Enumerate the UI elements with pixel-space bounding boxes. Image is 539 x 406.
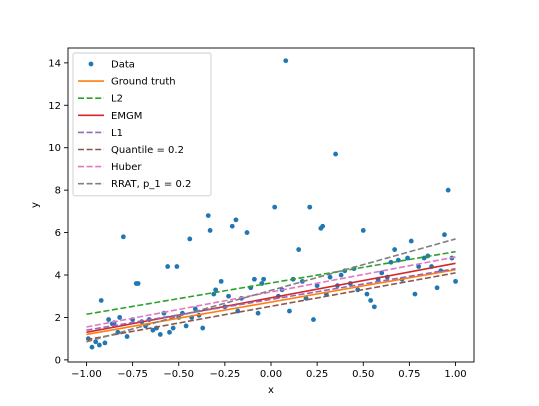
data-point: [251, 276, 257, 282]
legend-label-l2: L2: [111, 94, 123, 105]
data-point: [165, 264, 171, 269]
data-point: [392, 247, 398, 252]
data-point: [93, 339, 99, 345]
data-point: [174, 264, 180, 269]
data-point: [106, 317, 111, 322]
data-point: [96, 342, 102, 348]
data-point: [388, 259, 394, 265]
x-tick-label: −0.25: [210, 369, 241, 380]
data-point: [379, 270, 385, 276]
data-point: [333, 151, 338, 157]
data-point: [360, 228, 366, 233]
legend-label-data: Data: [111, 60, 135, 71]
data-point: [124, 334, 130, 339]
y-tick-label: 8: [55, 186, 61, 197]
data-point: [218, 278, 224, 284]
x-axis-label: x: [268, 385, 274, 396]
data-point: [453, 278, 458, 284]
y-axis-label: y: [30, 202, 41, 208]
y-tick-label: 10: [48, 143, 61, 154]
data-point: [416, 264, 422, 269]
data-point: [412, 291, 418, 297]
legend-label-l1: L1: [111, 128, 123, 139]
data-point: [205, 213, 211, 219]
legend-label-rrat-p-1-0-2: RRAT, p_1 = 0.2: [111, 179, 191, 190]
data-point: [445, 187, 451, 193]
y-tick-label: 6: [55, 228, 61, 239]
data-point: [408, 238, 414, 244]
data-point: [296, 247, 302, 252]
data-point: [150, 327, 156, 333]
x-tick-label: −0.75: [117, 369, 148, 380]
y-tick-label: 0: [55, 355, 61, 366]
legend: Data Ground truth L2 EMGM L1 Quantile = 0.2 Hu…: [72, 52, 212, 197]
legend-marker-data: [88, 61, 94, 67]
data-point: [157, 332, 163, 337]
data-point: [233, 217, 239, 223]
data-point: [192, 306, 198, 312]
data-point: [371, 304, 377, 310]
x-tick-label: −1.00: [71, 369, 102, 380]
data-point: [207, 228, 213, 233]
series-line-l1: [86, 267, 456, 331]
y-tick-label: 14: [48, 58, 61, 69]
plot-contents: [85, 58, 458, 350]
x-tick-label: 0.25: [306, 369, 328, 380]
data-point: [117, 315, 123, 320]
data-point: [229, 223, 235, 229]
data-point: [135, 281, 141, 286]
data-point: [244, 230, 250, 235]
x-tick-label: −0.50: [163, 369, 194, 380]
data-point: [434, 285, 440, 291]
series-line-quantile-0-2: [86, 272, 456, 341]
x-tick-label: 0.50: [352, 369, 374, 380]
data-point: [307, 204, 313, 210]
x-tick-label: 0.00: [260, 369, 282, 380]
data-point: [272, 204, 278, 210]
series-line-emgm: [86, 262, 456, 334]
y-tick-label: 2: [55, 313, 61, 324]
legend-label-quantile-0-2: Quantile = 0.2: [111, 145, 184, 156]
y-tick-label: 12: [48, 101, 61, 112]
data-point: [167, 329, 172, 335]
data-point: [338, 272, 344, 278]
data-point: [327, 274, 333, 280]
data-point: [89, 344, 95, 350]
data-point: [98, 298, 104, 303]
data-point: [213, 287, 219, 293]
data-point: [120, 234, 126, 240]
data-point: [226, 293, 231, 299]
series-line-ground-truth: [86, 268, 456, 336]
data-point: [320, 223, 326, 229]
data-point: [311, 317, 316, 322]
data-point: [287, 308, 292, 314]
series-line-l2: [86, 250, 456, 316]
data-point: [200, 325, 206, 331]
x-tick-label: 0.75: [398, 369, 420, 380]
data-point: [261, 276, 267, 282]
plot-area: [85, 58, 458, 350]
data-point: [442, 232, 447, 238]
legend-label-huber: Huber: [111, 162, 142, 173]
data-point: [102, 340, 108, 346]
data-point: [170, 325, 176, 331]
data-point: [183, 323, 189, 329]
axes: −1.00 −0.75 −0.50 −0.25 0.00 0.25 0.50 0.75 1.00…: [30, 47, 475, 396]
data-point: [187, 236, 193, 242]
legend-label-emgm: EMGM: [111, 111, 142, 122]
x-tick-label: 1.00: [444, 369, 466, 380]
data-point: [314, 283, 320, 289]
series-line-huber: [86, 256, 456, 328]
data-point: [364, 291, 370, 297]
legend-label-ground-truth: Ground truth: [111, 77, 176, 88]
series-line-rrat-p-1-0-2: [86, 238, 456, 343]
y-tick-label: 4: [55, 271, 61, 282]
data-point: [283, 58, 289, 64]
legend-box: [72, 52, 212, 197]
data-point: [255, 310, 261, 316]
data-point: [368, 298, 374, 303]
